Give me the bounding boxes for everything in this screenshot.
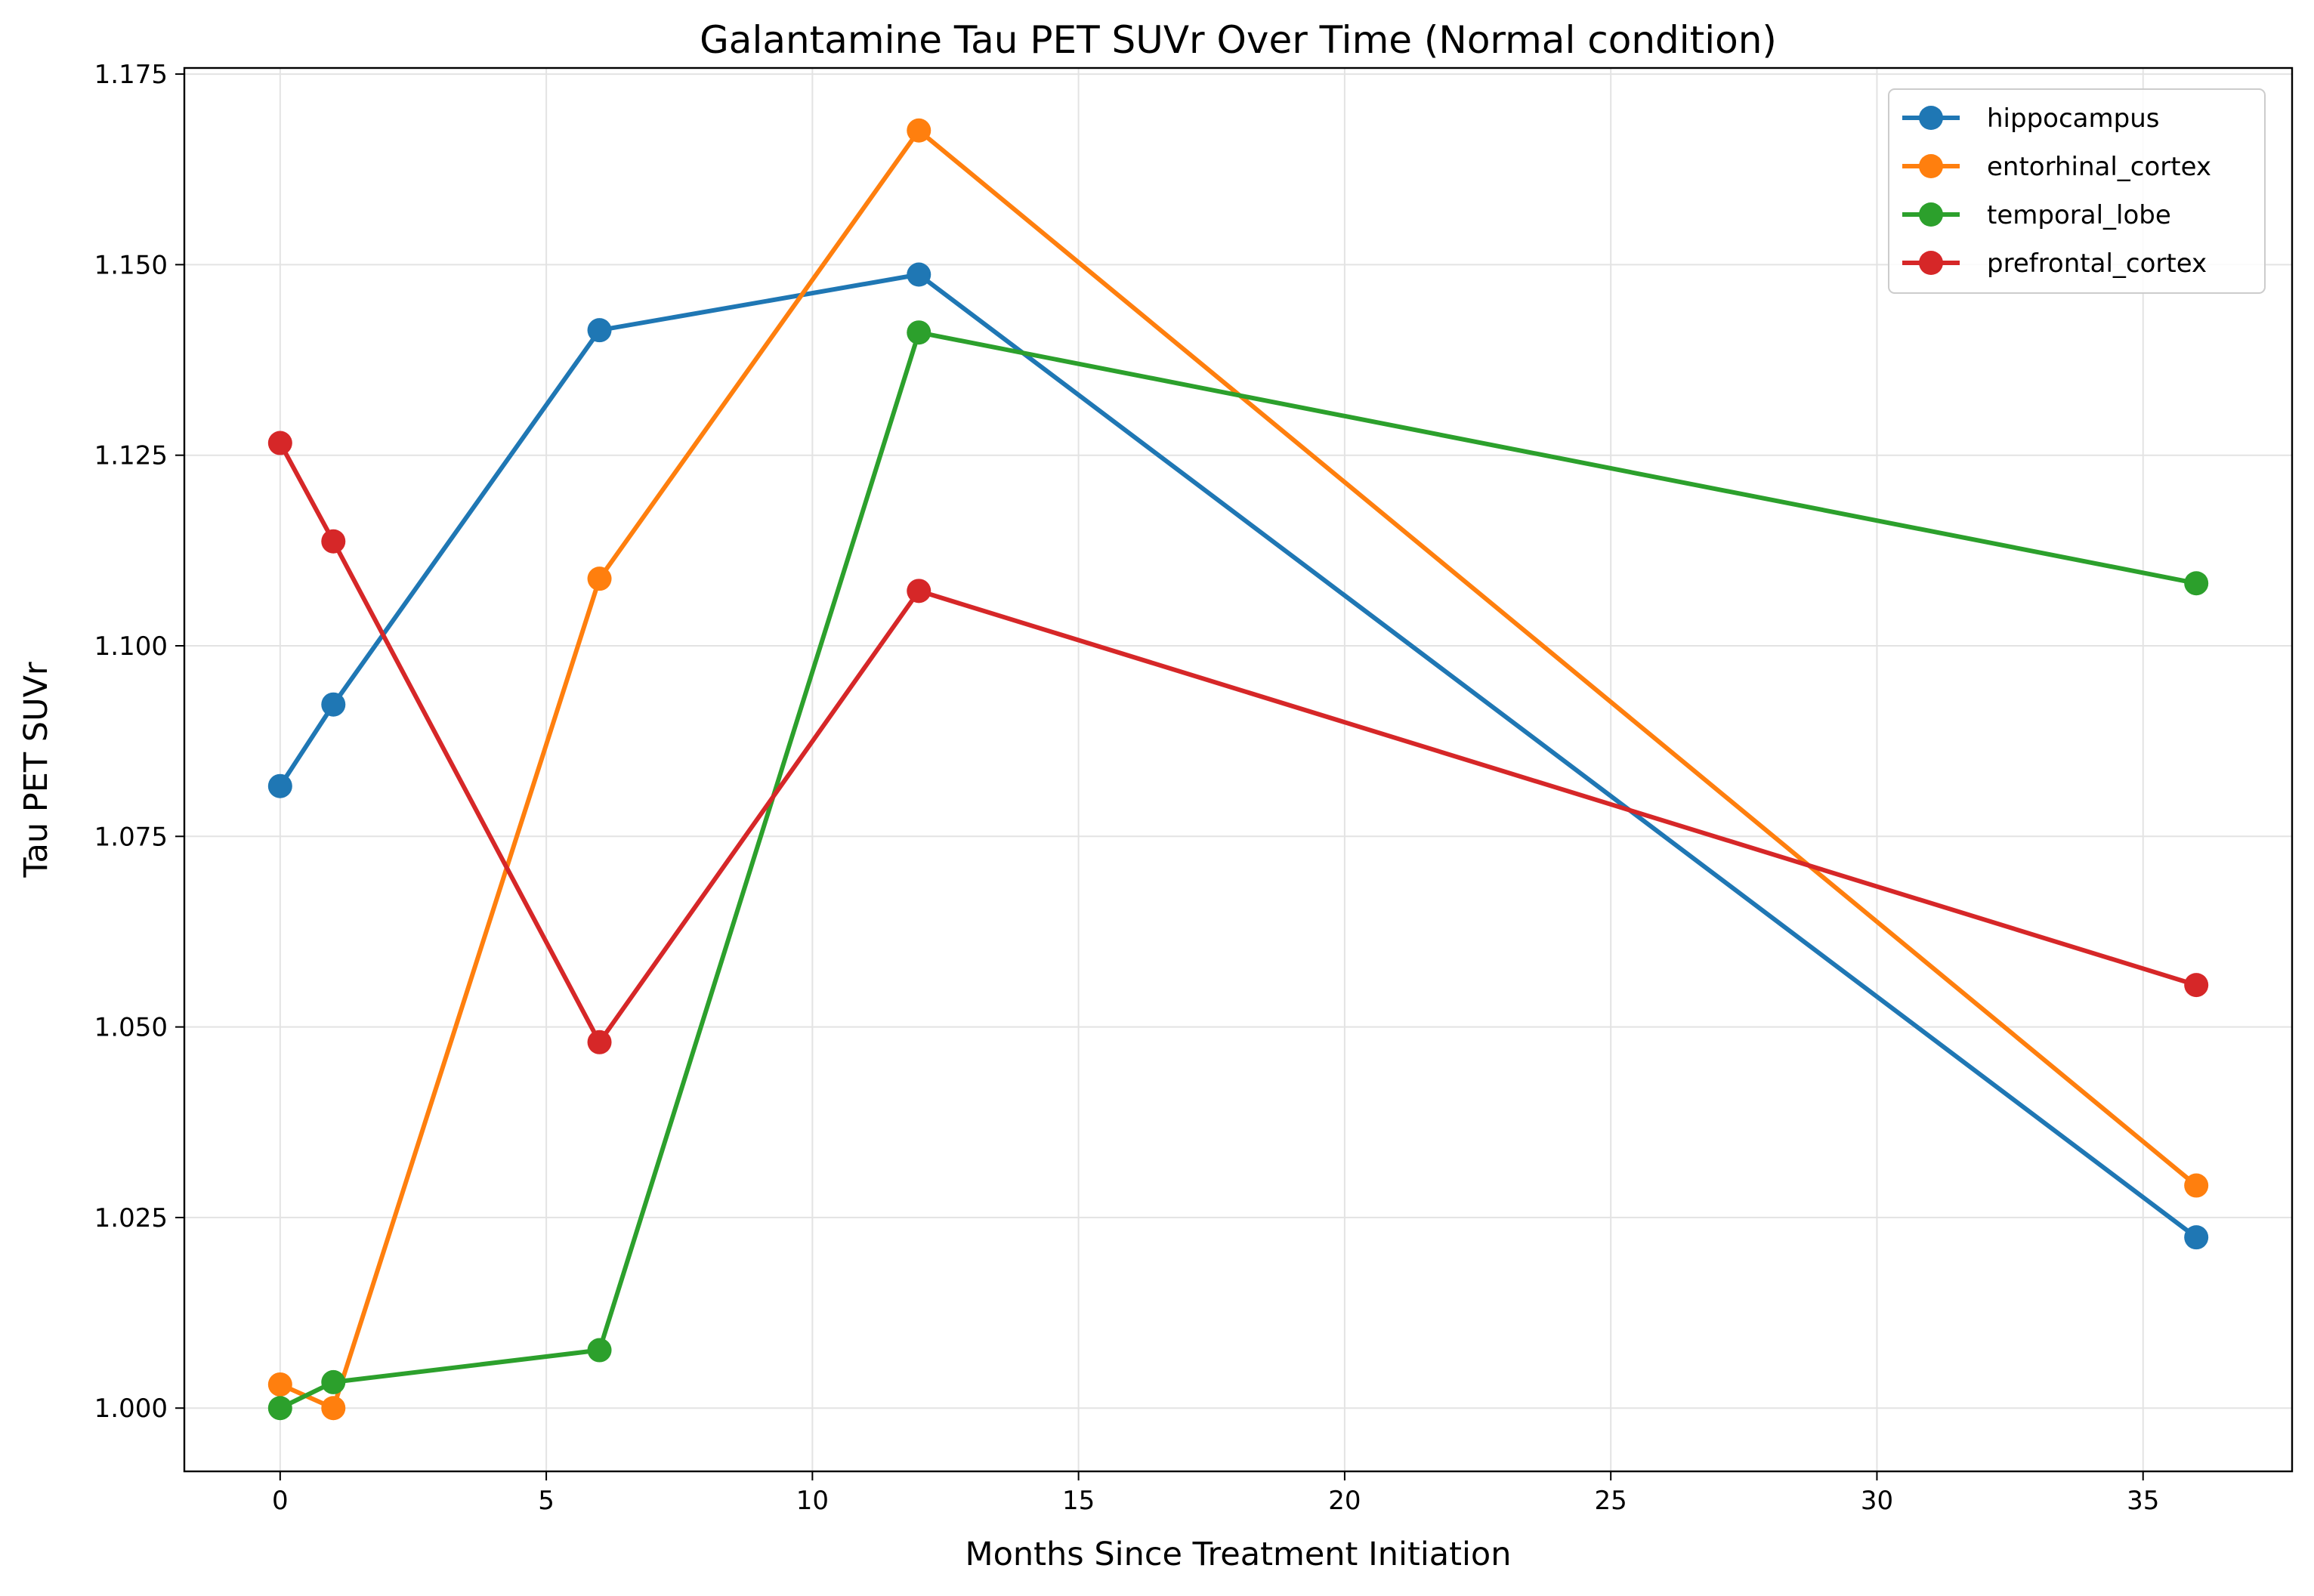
data-point-prefrontal_cortex <box>321 529 346 554</box>
y-tick-label: 1.000 <box>94 1394 168 1424</box>
data-point-prefrontal_cortex <box>267 431 292 455</box>
series-line-entorhinal_cortex <box>279 128 2198 1411</box>
data-point-hippocampus <box>2184 1225 2209 1250</box>
y-axis-label: Tau PET SUVr <box>17 662 55 878</box>
x-axis-label: Months Since Treatment Initiation <box>965 1536 1512 1573</box>
data-point-temporal_lobe <box>907 320 931 345</box>
y-tick-label: 1.175 <box>94 60 168 90</box>
data-point-prefrontal_cortex <box>2184 973 2209 998</box>
data-point-entorhinal_cortex <box>2184 1173 2209 1198</box>
data-point-prefrontal_cortex <box>907 579 931 604</box>
legend-marker-prefrontal_cortex <box>1919 251 1943 275</box>
data-point-hippocampus <box>587 318 612 343</box>
legend-marker-hippocampus <box>1919 106 1943 130</box>
data-point-entorhinal_cortex <box>587 566 612 591</box>
x-tick-label: 20 <box>1328 1486 1361 1516</box>
data-point-hippocampus <box>267 773 292 798</box>
series-line-hippocampus <box>278 272 2198 1239</box>
series-line-prefrontal_cortex <box>278 442 2198 1045</box>
legend-label-entorhinal_cortex: entorhinal_cortex <box>1987 152 2211 182</box>
x-tick-label: 35 <box>2127 1486 2159 1516</box>
legend-marker-entorhinal_cortex <box>1919 154 1943 178</box>
data-point-temporal_lobe <box>587 1338 612 1363</box>
plot-frame <box>183 66 2294 1473</box>
y-tick-label: 1.025 <box>94 1203 168 1233</box>
data-point-hippocampus <box>907 262 931 287</box>
legend-box <box>1888 88 2266 294</box>
series-line-temporal_lobe <box>279 330 2197 1410</box>
legend-marker-temporal_lobe <box>1919 202 1943 227</box>
y-tick-label: 1.100 <box>94 631 168 662</box>
data-point-entorhinal_cortex <box>321 1396 346 1421</box>
data-point-entorhinal_cortex <box>907 118 931 143</box>
chart-title: Galantamine Tau PET SUVr Over Time (Norm… <box>700 18 1777 62</box>
data-point-temporal_lobe <box>2184 571 2209 596</box>
x-tick-label: 10 <box>796 1486 829 1516</box>
data-point-prefrontal_cortex <box>587 1030 612 1054</box>
plot-series <box>267 118 2209 1421</box>
y-tick-label: 1.125 <box>94 441 168 471</box>
legend-label-hippocampus: hippocampus <box>1987 103 2159 134</box>
x-tick-label: 30 <box>1861 1486 1893 1516</box>
y-tick-label: 1.075 <box>94 822 168 852</box>
x-tick-label: 5 <box>538 1486 555 1516</box>
legend-label-prefrontal_cortex: prefrontal_cortex <box>1987 249 2207 279</box>
grid <box>184 68 2292 1471</box>
data-point-temporal_lobe <box>267 1396 292 1421</box>
legend-label-temporal_lobe: temporal_lobe <box>1987 200 2171 230</box>
x-tick-label: 25 <box>1595 1486 1627 1516</box>
x-axis-ticks: 0 5 10 15 20 25 30 35 <box>272 1471 2159 1516</box>
y-tick-label: 1.150 <box>94 250 168 280</box>
x-tick-label: 0 <box>272 1486 289 1516</box>
data-point-temporal_lobe <box>321 1369 346 1394</box>
legend: hippocampus entorhinal_cortex temporal_lob… <box>1888 88 2266 294</box>
x-tick-label: 15 <box>1062 1486 1095 1516</box>
y-axis-ticks: 1.000 1.025 1.050 1.075 1.100 1.125 1.150 1.175 <box>94 60 184 1424</box>
y-tick-label: 1.050 <box>94 1013 168 1043</box>
data-point-hippocampus <box>321 692 346 717</box>
data-point-entorhinal_cortex <box>267 1372 292 1397</box>
